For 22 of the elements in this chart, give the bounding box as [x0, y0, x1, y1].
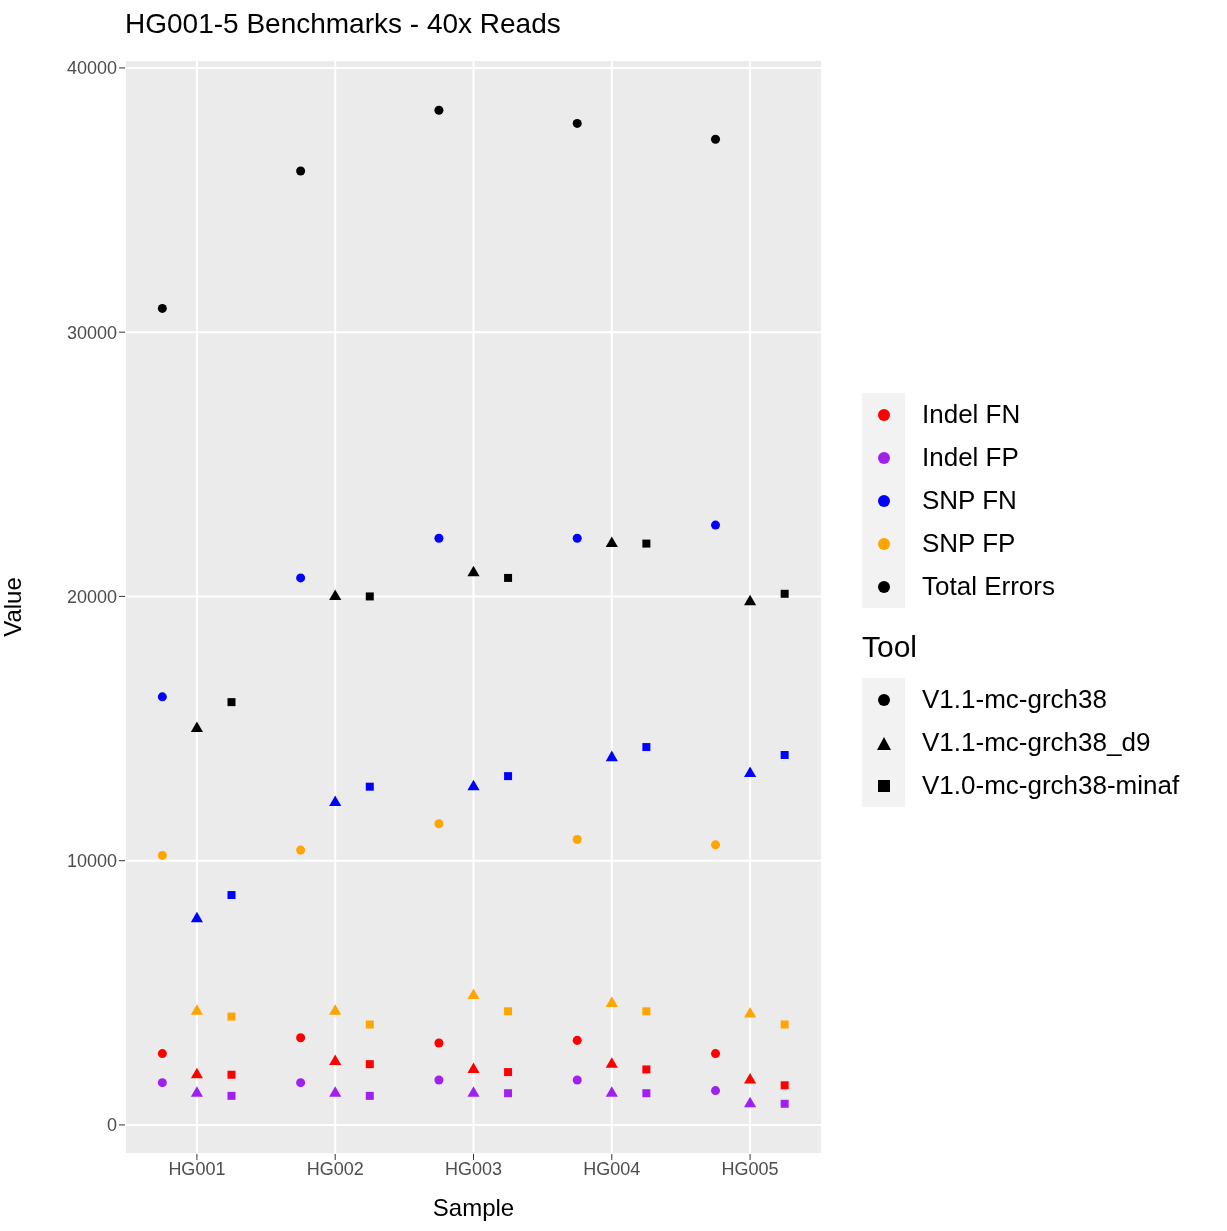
y-tick-label: 0	[106, 1115, 117, 1136]
legend-label: SNP FN	[922, 485, 1017, 516]
y-tick-label: 40000	[66, 58, 117, 79]
text: V1.1-mc-grch38	[922, 684, 1107, 715]
y-tick-label: 10000	[66, 851, 117, 872]
legend-title: Tool	[862, 630, 919, 664]
x-tick-label: HG001	[168, 1158, 226, 1179]
x-tick-label: HG002	[306, 1158, 364, 1179]
text: V1.1-mc-grch38_d9	[922, 727, 1151, 758]
y-tick-label: 30000	[66, 322, 117, 343]
x-tick-label: HG005	[721, 1158, 779, 1179]
legend-label: Total Errors	[922, 571, 1055, 602]
text: V1.0-mc-grch38-minaf	[922, 770, 1180, 801]
y-tick-label: 20000	[66, 586, 117, 607]
chart-title: HG001-5 Benchmarks - 40x Reads	[125, 8, 561, 40]
x-axis-title: Sample	[432, 1194, 515, 1221]
legend-label: Indel FP	[922, 442, 1019, 473]
legend-label: SNP FP	[922, 528, 1016, 559]
y-axis-title: Value	[0, 577, 26, 637]
x-tick-label: HG004	[583, 1158, 641, 1179]
x-tick-label: HG003	[444, 1158, 503, 1179]
legend-label: Indel FN	[922, 399, 1021, 430]
